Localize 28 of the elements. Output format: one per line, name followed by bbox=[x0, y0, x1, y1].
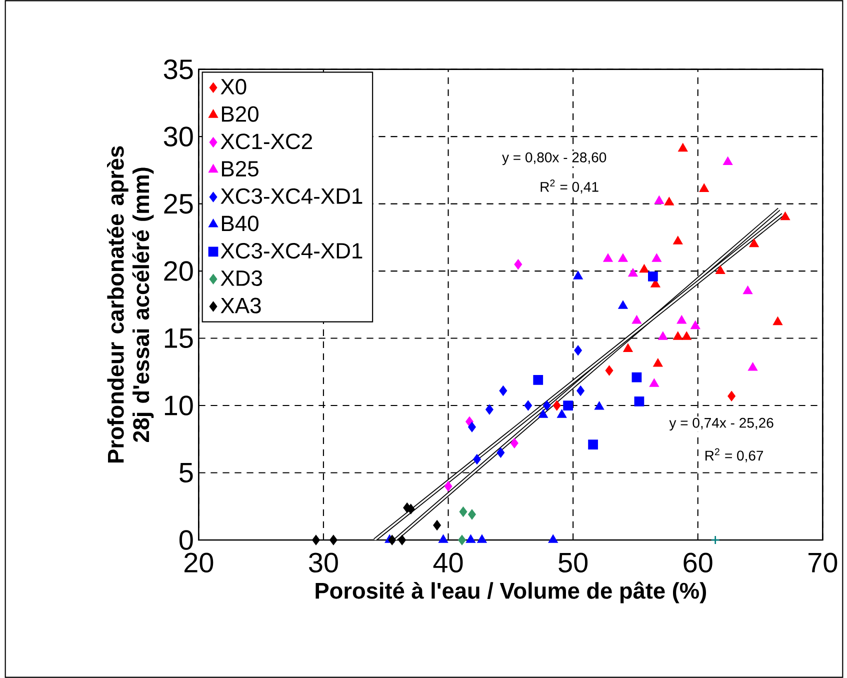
legend-label: XC1-XC2 bbox=[220, 134, 312, 150]
annotation: y = 0,74x - 25,26 bbox=[669, 418, 774, 431]
y-tick-label: 35 bbox=[164, 59, 193, 80]
x-tick-label: 60 bbox=[684, 552, 712, 573]
x-tick-label: 70 bbox=[808, 552, 838, 573]
legend-label: XC3-XC4-XD1 bbox=[220, 243, 362, 259]
legend-label: XA3 bbox=[220, 298, 261, 314]
legend-label: XC3-XC4-XD1 bbox=[220, 188, 362, 204]
y-axis-title: Profondeur carbonatée après 28j d'essai accéléré (mm) bbox=[107, 146, 154, 462]
legend-label: X0 bbox=[220, 78, 246, 94]
legend-label: B20 bbox=[222, 106, 258, 122]
x-tick-label: 30 bbox=[308, 552, 338, 573]
x-axis-title: Porosité à l'eau / Volume de pâte (%) bbox=[316, 582, 706, 604]
legend-label: B40 bbox=[222, 216, 258, 232]
legend-label: B25 bbox=[222, 160, 258, 177]
annotation: y = 0,80x - 28,60 bbox=[502, 152, 606, 166]
y-tick-label: 30 bbox=[164, 126, 193, 146]
annotation: R$^{2}$ = 0,41 bbox=[540, 180, 598, 194]
y-tick-label: 15 bbox=[164, 328, 193, 348]
x-tick-label: 50 bbox=[558, 552, 588, 573]
legend-label: XD3 bbox=[220, 270, 262, 286]
annotation: R$^{2}$ = 0,67 bbox=[705, 448, 764, 462]
y-tick-label: 5 bbox=[180, 462, 193, 483]
x-tick-label: 40 bbox=[433, 552, 463, 573]
y-tick-label: 25 bbox=[164, 194, 193, 214]
y-tick-label: 0 bbox=[179, 530, 193, 550]
y-tick-label: 20 bbox=[164, 261, 193, 281]
y-tick-label: 10 bbox=[164, 396, 193, 416]
